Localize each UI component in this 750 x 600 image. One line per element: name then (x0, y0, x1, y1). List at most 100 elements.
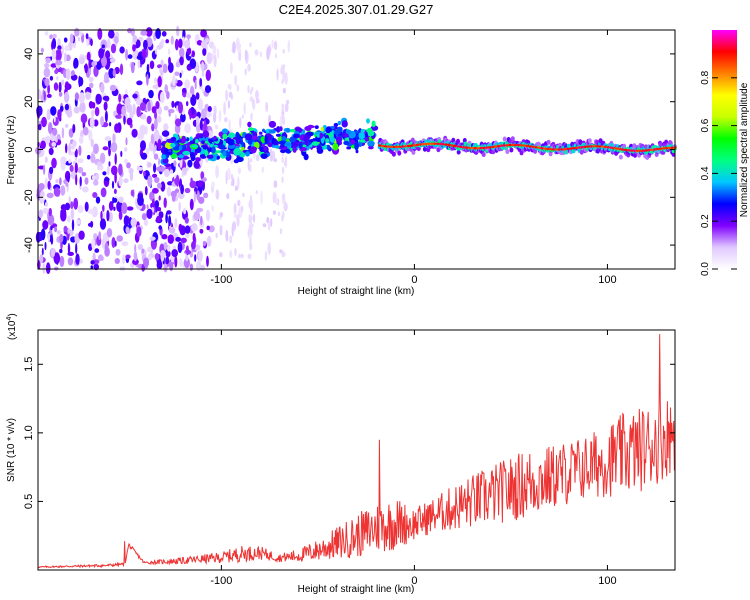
spectrogram-cell-1033 (213, 54, 217, 68)
spectrogram-cell-1079 (282, 193, 286, 201)
spectrogram-cell-155 (104, 110, 108, 123)
spectrogram-cell-931 (253, 213, 256, 223)
spectrogram-cell-1569 (293, 133, 300, 139)
spectrogram-cell-501 (145, 125, 148, 135)
spectrogram-cell-727 (168, 215, 172, 227)
spectrogram-cell-972 (272, 191, 277, 204)
spectrogram-cell-300 (146, 204, 149, 210)
spectrogram-cell-1045 (251, 223, 254, 228)
spectrogram-cell-611 (73, 106, 80, 114)
spectrogram-cell-548 (47, 122, 53, 134)
spectrogram-cell-449 (61, 44, 64, 56)
spectrogram-cell-3007 (618, 147, 622, 151)
spectrogram-cell-491 (154, 200, 160, 209)
spectrogram-cell-830 (157, 138, 162, 151)
spectrogram-cell-147 (151, 123, 155, 132)
spectrogram-cell-2997 (589, 145, 593, 148)
spectrogram-cell-1034 (219, 252, 223, 258)
spectrogram-cell-2240 (519, 150, 524, 156)
spectrogram-cell-868 (141, 213, 147, 221)
spectrogram-cell-384 (160, 59, 164, 67)
spectrogram-cell-863 (57, 109, 62, 120)
spectrogram-cell-2960 (482, 146, 486, 150)
spectrogram-cell-1477 (204, 149, 209, 157)
spectrogram-cell-967 (273, 180, 278, 189)
spectrogram-cell-1089 (281, 176, 284, 184)
spectrogram-cell-1697 (397, 150, 402, 156)
spectrogram-cell-894 (96, 161, 103, 167)
spectrogram-cell-2967 (502, 144, 506, 147)
spectrogram-cell-903 (236, 213, 240, 227)
spectrogram-cell-1398 (162, 157, 169, 164)
spectrogram-cell-1596 (273, 140, 279, 146)
spectrogram-cell-862 (127, 54, 133, 59)
spectrogram-cell-1570 (252, 135, 258, 140)
spectrogram-cell-1024 (266, 46, 270, 61)
spectrogram-cell-3003 (606, 146, 611, 149)
spectrogram-cell-1341 (295, 127, 303, 132)
spectrogram-cell-751 (98, 48, 104, 59)
spectrogram-cell-2696 (622, 143, 627, 149)
spectrogram-cell-858 (38, 183, 45, 191)
spectrogram-cell-805 (174, 38, 179, 51)
spectrogram-cell-726 (184, 79, 191, 90)
spectrogram-cell-1068 (282, 48, 285, 54)
spectrogram-cell-990 (241, 205, 244, 213)
spectrogram-cell-1382 (189, 136, 194, 142)
spectrogram-cell-547 (69, 164, 74, 173)
spectrogram-cell-844 (157, 76, 162, 88)
spectrogram-cell-872 (64, 45, 70, 52)
spectrogram-cell-1558 (218, 144, 226, 149)
spectrogram-y-ticks: -40 -20 0 20 40 (23, 48, 675, 253)
spectrogram-cell-1008 (247, 63, 252, 72)
spectrogram-cell-3009 (624, 148, 628, 152)
spectrogram-cell-1597 (273, 145, 280, 149)
spectrogram-cell-1244 (268, 120, 277, 128)
spectrogram-cell-789 (47, 180, 51, 190)
spectrogram-cell-784 (43, 67, 51, 78)
spectrogram-cell-344 (84, 201, 89, 212)
spectrogram-cell-388 (87, 209, 95, 215)
spectrogram-cell-1600 (233, 148, 242, 156)
spectrogram-cell-556 (166, 210, 172, 215)
spectrogram-cell-598 (46, 192, 54, 199)
spectrogram-cell-74 (87, 154, 91, 160)
spectrogram-cell-605 (118, 93, 122, 103)
spectrogram-cell-1605 (285, 142, 291, 147)
spectrogram-cell-841 (101, 44, 106, 49)
spectrogram-cell-2940 (424, 142, 428, 146)
spectrogram-cell-696 (209, 41, 215, 49)
spectrogram-cell-1298 (314, 125, 319, 129)
snr-y-ticks: 0.5 1.0 1.5 (23, 357, 675, 509)
spectrogram-cell-803 (163, 241, 168, 251)
spectrogram-cell-363 (47, 214, 55, 226)
spectrogram-cell-549 (153, 153, 159, 160)
spectrogram-cell-883 (63, 225, 68, 233)
spectrogram-cell-2936 (412, 144, 416, 147)
spectrogram-cell-2986 (557, 148, 561, 151)
spectrogram-cell-382 (167, 234, 174, 244)
spectrogram-y-label: Frequency (Hz) (6, 116, 17, 185)
spectrogram-cell-311 (93, 143, 99, 155)
spectrogram-cell-2975 (525, 144, 529, 148)
spectrogram-cell-817 (44, 78, 50, 87)
spectrogram-cell-1028 (237, 176, 240, 189)
spectrogram-cell-1078 (283, 160, 287, 167)
spectrogram-cell-607 (73, 59, 78, 69)
spectrogram-cell-3008 (621, 148, 625, 151)
spectrogram-cell-653 (183, 257, 190, 269)
spectrogram-cell-2978 (534, 146, 538, 149)
spectrogram-cell-498 (174, 188, 180, 193)
spectrogram-cell-337 (165, 256, 170, 265)
spectrogram-cell-39 (134, 244, 137, 254)
spectrogram-cell-934 (225, 229, 229, 242)
spectrogram-cell-3012 (632, 149, 637, 152)
spectrogram-cell-322 (58, 81, 62, 93)
spectrogram-cell-998 (212, 112, 217, 123)
spectrogram-cell-201 (178, 38, 183, 49)
spectrogram-cell-671 (59, 248, 63, 254)
spectrogram-cell-993 (236, 84, 240, 92)
spectrogram-cell-380 (114, 171, 117, 184)
spectrogram-cell-2993 (577, 146, 582, 149)
spectrogram-cell-160 (46, 108, 51, 121)
